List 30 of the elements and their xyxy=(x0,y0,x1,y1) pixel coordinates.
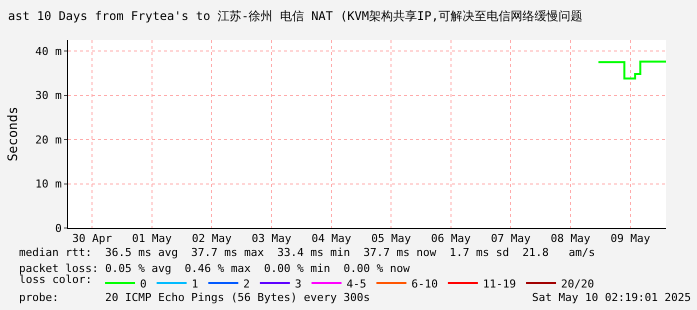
legend-label: 2 xyxy=(243,277,250,290)
x-tick-label: 07 May xyxy=(490,232,531,246)
y-axis-title: Seconds xyxy=(6,106,22,162)
y-tick-label: 10 m xyxy=(35,178,62,191)
x-tick-label: 05 May xyxy=(371,232,412,246)
legend-label: 20/20 xyxy=(561,277,594,290)
x-tick-label: 30 Apr xyxy=(72,232,112,246)
legend-label: 1 xyxy=(192,277,198,290)
y-tick-label: 0 xyxy=(55,222,62,235)
text: median rtt: 36.5 ms avg 37.7 ms max 33.4 ms min 37.7 ms now 1.7 ms sd 21.8 am/s xyxy=(19,246,596,259)
text: packet loss: 0.05 % avg 0.46 % max 0.00 % min 0.00 % now xyxy=(19,262,410,275)
x-tick-label: 09 May xyxy=(610,232,651,246)
y-tick-label: 30 m xyxy=(35,89,62,102)
x-tick-label: 06 May xyxy=(431,232,472,246)
x-tick-label: 01 May xyxy=(132,232,172,246)
legend-label: 11-19 xyxy=(482,277,516,290)
legend-label: 6-10 xyxy=(411,277,438,290)
legend-label: 0 xyxy=(140,277,147,290)
x-tick-label: 08 May xyxy=(550,232,591,246)
legend-title: loss color: xyxy=(19,272,92,286)
text: Sat May 10 02:19:01 2025 xyxy=(532,291,691,304)
x-tick-label: 03 May xyxy=(252,232,292,246)
chart-title: ast 10 Days from Frytea's to 江苏-徐州 电信 NAT (KVM架构共享IP,可解决至电信网络缓慢问题 xyxy=(8,9,583,24)
legend-label: 4-5 xyxy=(346,277,366,290)
y-tick-label: 20 m xyxy=(35,133,62,146)
y-tick-label: 40 m xyxy=(35,44,62,58)
x-tick-label: 02 May xyxy=(192,232,232,246)
x-tick-label: 04 May xyxy=(311,232,352,246)
text: probe: 20 ICMP Echo Pings (56 Bytes) every 300s xyxy=(19,291,370,304)
legend-label: 3 xyxy=(294,277,302,290)
